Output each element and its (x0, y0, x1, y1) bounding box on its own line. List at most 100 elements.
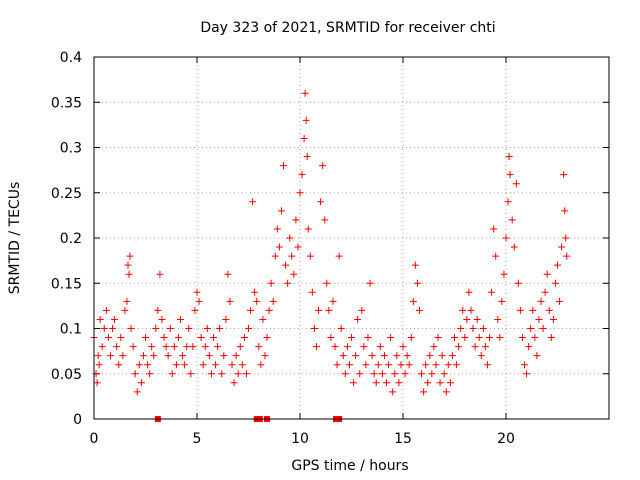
data-point (302, 116, 310, 124)
data-point (563, 252, 571, 260)
data-point (415, 306, 423, 314)
data-point (183, 343, 191, 351)
data-point (494, 315, 502, 323)
data-point (115, 361, 123, 369)
data-point (102, 306, 110, 314)
data-point (420, 388, 428, 396)
data-point (119, 352, 127, 360)
data-point (539, 325, 547, 332)
data-point (129, 343, 137, 351)
data-point (508, 216, 516, 224)
data-point (303, 153, 311, 161)
data-point (275, 243, 283, 251)
data-point (364, 334, 372, 342)
data-point (504, 198, 512, 206)
data-point (473, 315, 481, 323)
data-point (127, 325, 135, 332)
data-point (271, 252, 279, 260)
data-point (348, 334, 355, 342)
data-point (561, 207, 569, 215)
data-point (123, 297, 131, 305)
data-point (220, 352, 228, 360)
data-point (117, 334, 125, 342)
data-point (547, 334, 555, 342)
data-point (261, 352, 269, 360)
data-point (395, 379, 403, 387)
data-point (193, 288, 201, 296)
data-point (245, 325, 252, 332)
data-point (263, 334, 271, 342)
y-tick-label: 0.25 (51, 186, 82, 202)
data-point (109, 325, 117, 332)
data-point (556, 297, 564, 305)
data-point (451, 334, 458, 342)
data-point (265, 306, 273, 314)
data-point (554, 261, 561, 269)
data-point (543, 270, 551, 278)
data-point (199, 361, 207, 369)
y-tick-label: 0.3 (60, 141, 82, 157)
data-point (189, 343, 197, 351)
x-tick-labels: 0 5 10 15 20 (90, 431, 515, 447)
data-point (96, 315, 104, 323)
data-point (562, 234, 570, 242)
data-point (345, 361, 353, 369)
y-tick-labels: 0 0.05 0.1 0.15 0.2 0.25 0.3 0.35 0.4 (51, 50, 82, 428)
data-point (251, 288, 259, 296)
data-point (469, 325, 477, 332)
data-point (146, 370, 154, 378)
y-tick-label: 0.05 (51, 367, 82, 383)
data-point (179, 352, 187, 360)
y-tick-label: 0 (73, 412, 82, 428)
data-point (205, 352, 213, 360)
data-point (131, 370, 139, 378)
data-point (144, 361, 152, 369)
data-point (185, 325, 193, 332)
data-point (331, 343, 339, 351)
data-point (527, 325, 535, 332)
data-point (166, 325, 174, 332)
data-point (465, 288, 473, 296)
data-point (378, 370, 386, 378)
data-point (277, 207, 285, 215)
data-point (296, 189, 304, 197)
y-tick-label: 0.4 (60, 50, 82, 66)
data-point (457, 325, 465, 332)
data-point (236, 343, 244, 351)
data-point (531, 334, 539, 342)
data-point (126, 252, 134, 260)
data-point (253, 297, 261, 305)
data-point (282, 261, 290, 269)
data-point (172, 361, 180, 369)
data-point (94, 352, 102, 360)
data-point (100, 325, 108, 332)
data-point (267, 279, 275, 287)
data-point (471, 343, 479, 351)
data-point (111, 315, 119, 323)
data-point (203, 325, 211, 332)
data-point (358, 306, 366, 314)
data-point (506, 171, 514, 179)
data-point (518, 334, 526, 342)
data-point (286, 234, 294, 242)
data-point (160, 334, 168, 342)
data-point (191, 306, 199, 314)
data-point (288, 252, 296, 260)
data-point (399, 343, 407, 351)
data-point (354, 315, 362, 323)
data-point (321, 216, 329, 224)
data-point (284, 279, 292, 287)
x-tick-label: 10 (291, 431, 309, 447)
x-tick-label: 20 (497, 431, 515, 447)
data-point (516, 306, 524, 314)
data-point (335, 252, 343, 260)
data-point (174, 334, 182, 342)
data-point (560, 171, 568, 179)
data-point (337, 325, 345, 332)
x-tick-label: 0 (90, 431, 99, 447)
data-point (551, 279, 559, 287)
data-point (317, 198, 325, 206)
data-point (512, 180, 520, 188)
data-point (535, 315, 543, 323)
